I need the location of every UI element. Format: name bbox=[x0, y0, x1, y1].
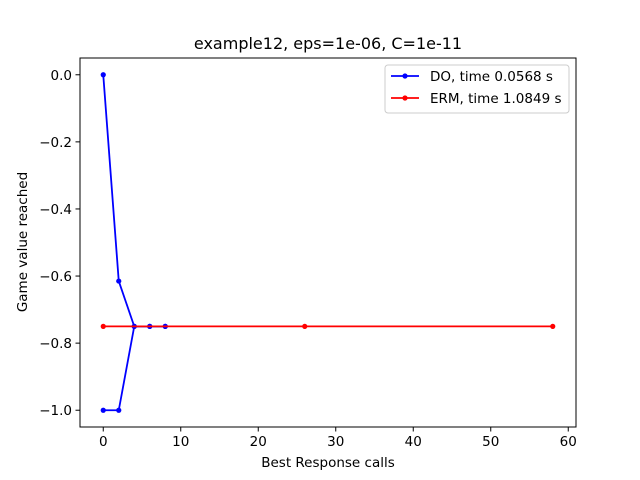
x-tick-label: 60 bbox=[560, 434, 577, 450]
x-tick-label: 50 bbox=[482, 434, 499, 450]
series-0-point bbox=[100, 72, 106, 78]
x-tick-label: 20 bbox=[250, 434, 267, 450]
y-tick-label: −0.2 bbox=[39, 135, 72, 151]
y-tick-label: −0.4 bbox=[39, 202, 72, 218]
legend-marker bbox=[402, 95, 408, 101]
series-0-point bbox=[116, 278, 122, 284]
x-axis-label: Best Response calls bbox=[261, 455, 395, 471]
x-tick-label: 10 bbox=[172, 434, 189, 450]
legend-entry-label: DO, time 0.0568 s bbox=[430, 69, 553, 85]
axes-layer: 0 10 20 30 40 50 60 0.0 −0.2 −0.4 −0.6 −0.8 −1.0 bbox=[39, 57, 577, 450]
chart-title: example12, eps=1e-06, C=1e-11 bbox=[194, 34, 462, 53]
legend-entry-label: ERM, time 1.0849 s bbox=[430, 91, 562, 107]
series-1-point bbox=[302, 323, 308, 329]
y-tick-label: 0.0 bbox=[51, 68, 72, 84]
y-axis-label: Game value reached bbox=[15, 172, 31, 312]
legend-marker bbox=[402, 73, 408, 79]
series-1-point bbox=[100, 323, 106, 329]
y-tick-label: −0.6 bbox=[39, 269, 72, 285]
legend: DO, time 0.0568 s ERM, time 1.0849 s bbox=[384, 64, 570, 114]
series-1-point bbox=[550, 323, 556, 329]
y-tick-label: −0.8 bbox=[39, 336, 72, 352]
y-tick-label: −1.0 bbox=[39, 403, 72, 419]
series-layer bbox=[100, 72, 556, 413]
series-0-point bbox=[116, 407, 122, 413]
legend-box bbox=[384, 64, 570, 114]
x-tick-label: 0 bbox=[99, 434, 108, 450]
x-tick-label: 30 bbox=[327, 434, 344, 450]
series-0-point bbox=[100, 407, 106, 413]
x-tick-label: 40 bbox=[405, 434, 422, 450]
axes-frame bbox=[79, 57, 577, 428]
